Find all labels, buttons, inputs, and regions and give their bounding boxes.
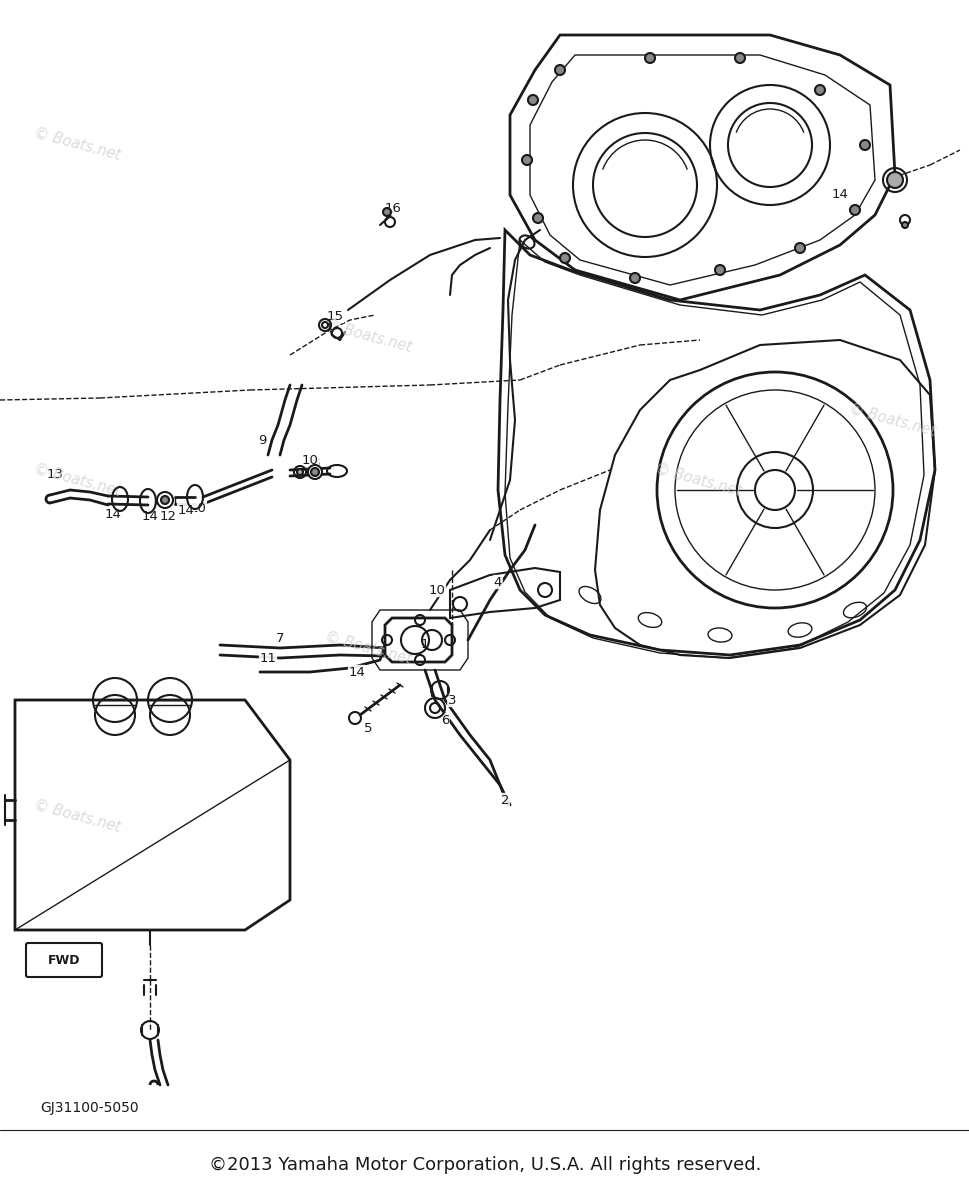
Text: 14: 14 bbox=[177, 504, 194, 516]
Circle shape bbox=[161, 496, 169, 504]
Text: 11: 11 bbox=[260, 652, 276, 665]
Text: 9: 9 bbox=[258, 433, 266, 446]
Text: 16: 16 bbox=[384, 202, 401, 215]
Circle shape bbox=[629, 272, 640, 283]
Text: 7: 7 bbox=[275, 631, 284, 644]
Text: 14: 14 bbox=[105, 509, 121, 522]
Circle shape bbox=[554, 65, 564, 74]
Circle shape bbox=[901, 222, 907, 228]
Circle shape bbox=[644, 53, 654, 62]
Circle shape bbox=[322, 322, 328, 328]
Text: 14: 14 bbox=[348, 666, 365, 678]
Circle shape bbox=[532, 214, 543, 223]
Circle shape bbox=[795, 242, 804, 253]
Circle shape bbox=[559, 253, 570, 263]
Text: 14: 14 bbox=[141, 510, 158, 523]
Text: 1: 1 bbox=[421, 637, 429, 650]
Circle shape bbox=[860, 140, 869, 150]
Text: 13: 13 bbox=[47, 468, 63, 481]
Circle shape bbox=[383, 208, 391, 216]
Text: FWD: FWD bbox=[47, 954, 80, 966]
Text: 8: 8 bbox=[310, 456, 319, 469]
Circle shape bbox=[308, 464, 322, 479]
Text: © Boats.net: © Boats.net bbox=[847, 401, 936, 439]
Text: 12: 12 bbox=[159, 510, 176, 522]
Circle shape bbox=[886, 172, 902, 188]
Circle shape bbox=[849, 205, 860, 215]
Text: 14: 14 bbox=[830, 188, 848, 202]
Text: © Boats.net: © Boats.net bbox=[653, 461, 742, 499]
Text: 4: 4 bbox=[493, 576, 502, 588]
Text: 6: 6 bbox=[440, 714, 449, 726]
Text: 2: 2 bbox=[500, 793, 509, 806]
Text: 3: 3 bbox=[448, 694, 455, 707]
Text: © Boats.net: © Boats.net bbox=[324, 629, 413, 667]
Text: 10: 10 bbox=[189, 502, 206, 515]
Circle shape bbox=[521, 155, 531, 164]
Circle shape bbox=[297, 469, 302, 475]
Text: ©2013 Yamaha Motor Corporation, U.S.A. All rights reserved.: ©2013 Yamaha Motor Corporation, U.S.A. A… bbox=[208, 1156, 761, 1174]
Text: © Boats.net: © Boats.net bbox=[33, 461, 122, 499]
Text: 10: 10 bbox=[428, 583, 445, 596]
Circle shape bbox=[714, 265, 724, 275]
Text: 10: 10 bbox=[301, 454, 318, 467]
Text: © Boats.net: © Boats.net bbox=[33, 125, 122, 163]
Circle shape bbox=[311, 468, 319, 476]
Text: 5: 5 bbox=[363, 721, 372, 734]
Text: GJ31100-5050: GJ31100-5050 bbox=[40, 1102, 139, 1115]
Text: 15: 15 bbox=[327, 310, 343, 323]
Circle shape bbox=[814, 85, 825, 95]
Circle shape bbox=[527, 95, 538, 104]
Polygon shape bbox=[15, 700, 290, 930]
FancyBboxPatch shape bbox=[26, 943, 102, 977]
Text: © Boats.net: © Boats.net bbox=[33, 797, 122, 835]
Circle shape bbox=[735, 53, 744, 62]
Text: © Boats.net: © Boats.net bbox=[324, 317, 413, 355]
Polygon shape bbox=[385, 618, 452, 662]
